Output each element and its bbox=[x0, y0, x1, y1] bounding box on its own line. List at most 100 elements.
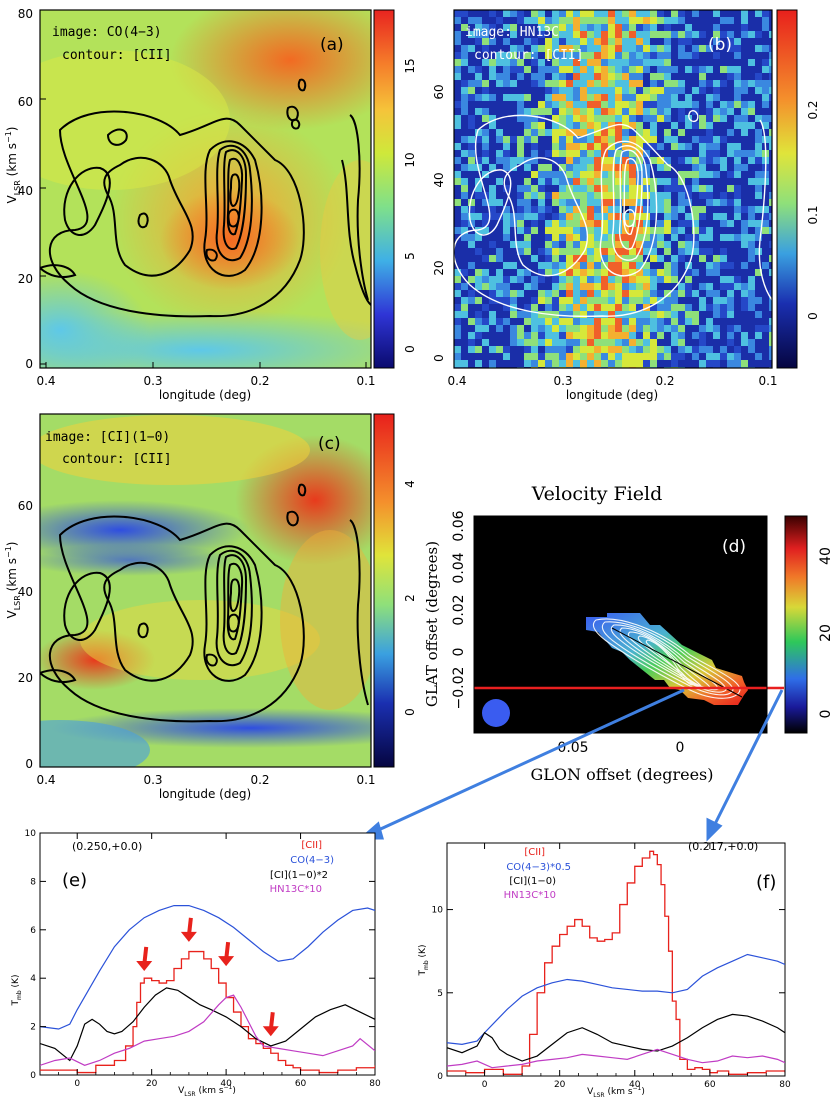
noise-pixel bbox=[664, 220, 671, 227]
noise-pixel bbox=[636, 101, 643, 108]
noise-pixel bbox=[622, 234, 629, 241]
noise-pixel bbox=[636, 185, 643, 192]
noise-pixel bbox=[755, 143, 762, 150]
noise-pixel bbox=[615, 227, 622, 234]
noise-pixel bbox=[475, 157, 482, 164]
noise-pixel bbox=[769, 318, 772, 325]
noise-pixel bbox=[559, 262, 566, 269]
noise-pixel bbox=[615, 269, 622, 276]
noise-pixel bbox=[517, 192, 524, 199]
noise-pixel bbox=[601, 31, 608, 38]
noise-pixel bbox=[713, 52, 720, 59]
noise-pixel bbox=[608, 192, 615, 199]
noise-pixel bbox=[727, 185, 734, 192]
panel-f-series-3 bbox=[447, 1048, 785, 1069]
noise-pixel bbox=[566, 325, 573, 332]
noise-pixel bbox=[748, 59, 755, 66]
noise-pixel bbox=[524, 346, 531, 353]
noise-pixel bbox=[461, 164, 468, 171]
noise-pixel bbox=[566, 52, 573, 59]
noise-pixel bbox=[636, 325, 643, 332]
noise-pixel bbox=[538, 73, 545, 80]
noise-pixel bbox=[601, 101, 608, 108]
noise-pixel bbox=[531, 255, 538, 262]
noise-pixel bbox=[461, 304, 468, 311]
panel-f-xlabel: VLSR (km s−1) bbox=[587, 1085, 645, 1099]
noise-pixel bbox=[517, 220, 524, 227]
noise-pixel bbox=[559, 59, 566, 66]
noise-pixel bbox=[608, 108, 615, 115]
noise-pixel bbox=[685, 220, 692, 227]
noise-pixel bbox=[580, 304, 587, 311]
noise-pixel bbox=[692, 185, 699, 192]
noise-pixel bbox=[734, 164, 741, 171]
noise-pixel bbox=[517, 10, 524, 17]
noise-pixel bbox=[461, 136, 468, 143]
noise-pixel bbox=[454, 31, 461, 38]
noise-pixel bbox=[489, 290, 496, 297]
noise-pixel bbox=[678, 17, 685, 24]
noise-pixel bbox=[482, 24, 489, 31]
noise-pixel bbox=[650, 59, 657, 66]
panel-a-cbar-tick-1: 5 bbox=[403, 252, 417, 260]
panel-a-cbar-tick-2: 10 bbox=[403, 152, 417, 167]
noise-pixel bbox=[496, 73, 503, 80]
noise-pixel bbox=[503, 297, 510, 304]
noise-pixel bbox=[685, 346, 692, 353]
noise-pixel bbox=[678, 346, 685, 353]
noise-pixel bbox=[559, 213, 566, 220]
noise-pixel bbox=[566, 164, 573, 171]
noise-pixel bbox=[706, 269, 713, 276]
panel-b-cbar-ticks: 0 0.1 0.2 bbox=[806, 100, 820, 319]
noise-pixel bbox=[720, 346, 727, 353]
noise-pixel bbox=[552, 297, 559, 304]
noise-pixel bbox=[552, 45, 559, 52]
noise-pixel bbox=[538, 178, 545, 185]
noise-pixel bbox=[545, 24, 552, 31]
noise-pixel bbox=[454, 73, 461, 80]
noise-pixel bbox=[748, 234, 755, 241]
noise-pixel bbox=[664, 290, 671, 297]
noise-pixel bbox=[566, 143, 573, 150]
noise-pixel bbox=[622, 129, 629, 136]
noise-pixel bbox=[706, 157, 713, 164]
noise-pixel bbox=[622, 332, 629, 339]
noise-pixel bbox=[545, 353, 552, 360]
noise-pixel bbox=[580, 360, 587, 367]
noise-pixel bbox=[517, 17, 524, 24]
noise-pixel bbox=[552, 129, 559, 136]
noise-pixel bbox=[552, 24, 559, 31]
noise-pixel bbox=[608, 360, 615, 367]
noise-pixel bbox=[531, 325, 538, 332]
noise-pixel bbox=[650, 325, 657, 332]
noise-pixel bbox=[608, 136, 615, 143]
noise-pixel bbox=[671, 136, 678, 143]
noise-pixel bbox=[573, 66, 580, 73]
noise-pixel bbox=[699, 171, 706, 178]
noise-pixel bbox=[657, 164, 664, 171]
noise-pixel bbox=[650, 283, 657, 290]
noise-pixel bbox=[769, 143, 772, 150]
noise-pixel bbox=[531, 157, 538, 164]
noise-pixel bbox=[706, 94, 713, 101]
noise-pixel bbox=[601, 311, 608, 318]
noise-pixel bbox=[671, 66, 678, 73]
noise-pixel bbox=[566, 122, 573, 129]
noise-pixel bbox=[762, 213, 769, 220]
noise-pixel bbox=[573, 332, 580, 339]
noise-pixel bbox=[657, 269, 664, 276]
noise-pixel bbox=[622, 80, 629, 87]
noise-pixel bbox=[454, 276, 461, 283]
noise-pixel bbox=[503, 52, 510, 59]
noise-pixel bbox=[629, 164, 636, 171]
noise-pixel bbox=[629, 52, 636, 59]
noise-pixel bbox=[664, 248, 671, 255]
noise-pixel bbox=[636, 353, 643, 360]
noise-pixel bbox=[454, 269, 461, 276]
noise-pixel bbox=[636, 150, 643, 157]
panel-e-xlabel: VLSR (km s−1) bbox=[178, 1084, 236, 1098]
noise-pixel bbox=[454, 353, 461, 360]
noise-pixel bbox=[503, 276, 510, 283]
noise-pixel bbox=[580, 38, 587, 45]
noise-pixel bbox=[657, 227, 664, 234]
